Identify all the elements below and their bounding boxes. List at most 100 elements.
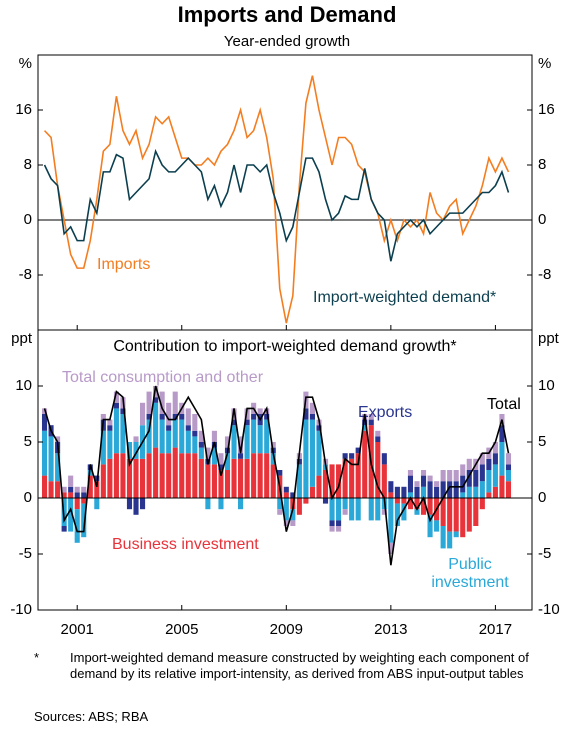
bar-segment (55, 436, 61, 442)
bar-segment (375, 442, 381, 498)
bar-segment (440, 481, 446, 498)
bar-segment (251, 453, 257, 498)
panel-title: Contribution to import-weighted demand g… (113, 338, 456, 355)
bar-segment (74, 486, 80, 493)
bar-segment (61, 492, 67, 498)
y-tick-label-right: 10 (538, 377, 555, 394)
bar-segment (388, 498, 394, 543)
bar-segment (440, 470, 446, 482)
bar-segment (388, 492, 394, 498)
bar-segment (277, 470, 283, 476)
bar-segment (218, 470, 224, 498)
bar-segment (244, 425, 250, 459)
bar-segment (414, 481, 420, 487)
chart-title: Imports and Demand (178, 2, 397, 27)
bar-segment (479, 481, 485, 498)
bar-segment (460, 464, 466, 476)
bar-segment (218, 464, 224, 470)
bar-segment (492, 453, 498, 465)
bar-segment (375, 436, 381, 442)
bar-segment (172, 391, 178, 414)
bar-segment (283, 520, 289, 526)
x-tick-label: 2005 (165, 621, 198, 638)
bar-segment (140, 402, 146, 426)
bar-segment (309, 414, 315, 420)
bar-segment (205, 464, 211, 498)
bar-segment (68, 486, 74, 493)
bar-segment (41, 475, 48, 498)
series-line (43, 75, 510, 324)
bar-segment (414, 486, 420, 498)
bar-segment (113, 402, 119, 409)
bar-segment (277, 509, 283, 515)
bar-segment (355, 447, 361, 454)
bar-segment (427, 498, 433, 515)
bar-segment (407, 498, 414, 510)
bar-segment (218, 498, 224, 510)
bar-segment (434, 520, 440, 532)
bar-segment (81, 503, 87, 538)
bar-segment (394, 498, 400, 504)
y-tick-label-right: 0 (538, 489, 546, 506)
bar-segment (322, 470, 329, 498)
bar-segment (257, 425, 263, 454)
y-tick-label: -8 (19, 266, 32, 283)
bar-segment (505, 453, 512, 465)
bar-segment (440, 498, 446, 526)
y-tick-label: 10 (15, 377, 32, 394)
bar-segment (94, 498, 100, 510)
bar-segment (414, 509, 420, 515)
bar-segment (251, 419, 257, 454)
bar-segment (205, 447, 211, 459)
series-line (43, 385, 510, 566)
bar-segment (244, 458, 250, 498)
bar-segment (505, 470, 512, 482)
bar-segment (100, 464, 106, 498)
y-unit-right: % (538, 55, 551, 72)
bar-segment (427, 475, 433, 482)
bar-segment (283, 492, 289, 498)
bar-segment (166, 425, 172, 431)
bar-segment (270, 442, 276, 448)
bar-segment (166, 453, 172, 498)
bar-segment (192, 453, 198, 498)
y-unit: % (19, 55, 32, 72)
bar-segment (185, 453, 191, 498)
bar-segment (420, 470, 427, 476)
bar-segment (394, 503, 400, 526)
bar-segment (375, 430, 381, 437)
bar-segment (505, 464, 512, 470)
frame (37, 54, 533, 611)
bar-segment (492, 464, 498, 487)
bar-segment (486, 470, 492, 493)
y-tick-label: 8 (24, 156, 32, 173)
bar-segment (303, 419, 309, 498)
bar-segment (120, 453, 126, 498)
bar-segment (479, 453, 485, 465)
bar-segment (159, 414, 165, 420)
bar-segment (146, 419, 152, 454)
bar-segment (447, 531, 453, 549)
bar-segment (87, 475, 93, 498)
bar-segment (309, 402, 315, 414)
bar-segment (290, 520, 296, 526)
bar-segment (401, 503, 407, 521)
bar-segment (466, 470, 472, 487)
bar-segment (473, 486, 479, 498)
bar-segment (316, 430, 322, 476)
bar-segment (185, 430, 191, 454)
bar-segment (303, 408, 309, 420)
y-tick-label: 0 (24, 211, 32, 228)
bar-segment (381, 509, 387, 515)
bar-segment (120, 408, 126, 414)
bar-segment (87, 470, 93, 476)
bar-segment (153, 402, 159, 448)
bar-segment (355, 453, 361, 498)
bar-segment (440, 526, 446, 549)
bar-segment (55, 453, 61, 482)
bar-segment (133, 442, 139, 459)
y-tick-label-right: 5 (538, 433, 546, 450)
bar-segment (179, 419, 185, 454)
series-label: Business investment (112, 536, 259, 553)
bar-segment (368, 414, 374, 420)
